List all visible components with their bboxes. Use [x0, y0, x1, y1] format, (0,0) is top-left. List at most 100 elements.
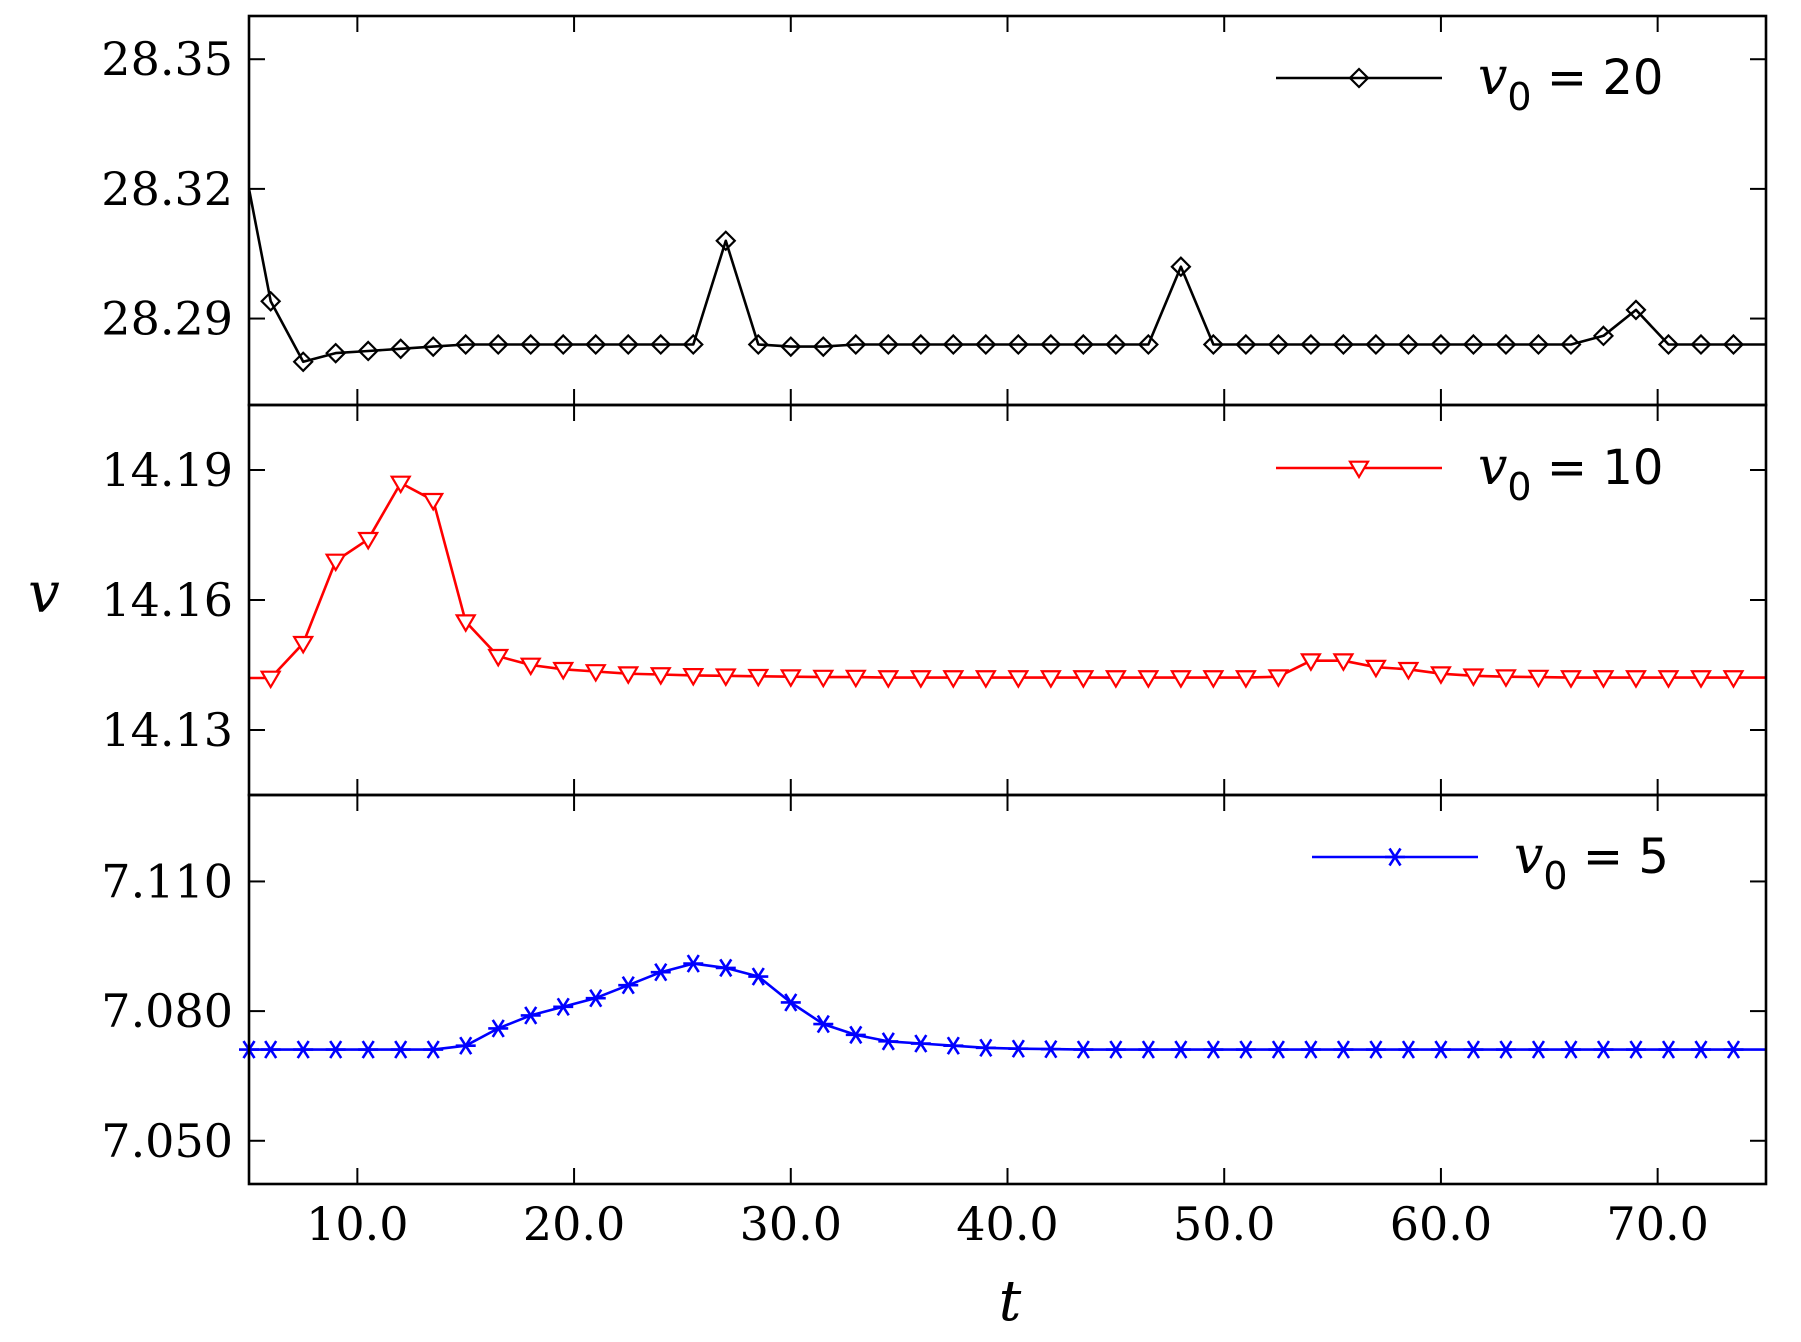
- series-1-point: [1365, 333, 1387, 356]
- series-1-point: [1072, 333, 1094, 356]
- x-tick-label: 10.0: [306, 1197, 408, 1251]
- panel-2-ytick-label: 14.13: [101, 703, 233, 757]
- series-3-point: [1658, 1040, 1679, 1059]
- series-2-point: [519, 657, 542, 677]
- series-1-line: [249, 188, 1766, 364]
- series-3-point: [1690, 1040, 1711, 1059]
- series-3-point: [683, 954, 704, 973]
- series-3-point: [293, 1040, 314, 1059]
- series-1-point: [845, 333, 867, 356]
- series-2-point: [1527, 669, 1550, 689]
- series-2-point: [1495, 669, 1517, 688]
- series-2-point: [1137, 670, 1160, 689]
- panel-3-ytick-label: 7.050: [101, 1114, 233, 1168]
- series-2-point: [1104, 670, 1127, 689]
- series-1-point: [390, 338, 412, 360]
- series-2-point: [1397, 661, 1420, 681]
- series-3-point: [1170, 1040, 1191, 1059]
- legend-subscript: 0: [1507, 75, 1531, 119]
- series-2-point: [1299, 653, 1322, 672]
- series-3-point: [1105, 1040, 1126, 1059]
- panel-3: 7.050 7.080 7.110 v0 = 5: [101, 793, 1768, 1186]
- series-2-point: [1267, 669, 1290, 688]
- x-tick-label: 20.0: [523, 1197, 625, 1251]
- series-3: [249, 962, 1766, 1051]
- series-3-point: [1463, 1040, 1484, 1059]
- series-3-point: [1723, 1040, 1744, 1059]
- legend-2: v0 = 10: [1276, 437, 1663, 509]
- series-2-point: [422, 492, 445, 512]
- series-1-point: [1007, 333, 1029, 356]
- series-2-point: [1332, 653, 1355, 672]
- series-1-point: [487, 333, 509, 356]
- series-2-point: [259, 670, 282, 690]
- series-2-point: [584, 664, 607, 683]
- series-2-point: [487, 648, 510, 668]
- legend-2-marker: [1348, 460, 1370, 480]
- legend-symbol: v: [1478, 437, 1507, 497]
- series-3-point: [748, 967, 769, 986]
- series-3-point: [1365, 1040, 1386, 1059]
- legend-subscript: 0: [1543, 854, 1567, 898]
- series-3-point: [813, 1014, 834, 1034]
- series-3-point: [1138, 1040, 1159, 1059]
- series-3-point: [1398, 1040, 1419, 1059]
- series-3-point: [423, 1040, 444, 1059]
- series-1-markers: [260, 230, 1745, 373]
- x-tick-label: 40.0: [956, 1197, 1058, 1251]
- series-3-point: [878, 1032, 899, 1051]
- series-3-point: [1495, 1040, 1516, 1059]
- panel-1: 28.29 28.32 28.35 v0 = 20: [101, 14, 1768, 407]
- series-2-point: [812, 669, 835, 689]
- series-3-point: [1333, 1040, 1354, 1059]
- series-1-point: [585, 333, 607, 356]
- panel-3-ytick-label: 7.080: [101, 984, 233, 1038]
- series-2-point: [552, 661, 575, 681]
- series-3-point: [1593, 1040, 1614, 1059]
- series-1-point: [1105, 333, 1127, 356]
- series-2-point: [974, 670, 997, 689]
- series-2-point: [1722, 670, 1745, 689]
- series-2-point: [324, 553, 347, 573]
- legend-3-marker: [1385, 847, 1405, 867]
- x-axis-label: t: [999, 1269, 1022, 1334]
- series-3-point: [943, 1036, 964, 1055]
- panel-2: 14.13 14.16 14.19 v0 = 10: [101, 403, 1768, 797]
- legend-value: = 20: [1532, 50, 1664, 106]
- series-1-point: [260, 290, 282, 312]
- series-3-point: [1625, 1040, 1646, 1059]
- series-2-point: [617, 666, 640, 685]
- series-1-point: [682, 333, 704, 356]
- panel-2-ytick-label: 14.19: [101, 443, 233, 497]
- series-2-point: [1657, 670, 1680, 689]
- series-1-point: [1235, 333, 1257, 356]
- legend-symbol: v: [1478, 47, 1507, 107]
- series-3-line: [249, 962, 1766, 1051]
- series-1-point: [1300, 333, 1322, 356]
- series-2-point: [1202, 670, 1225, 689]
- series-2-point: [877, 670, 900, 689]
- panel-3-ytick-label: 7.110: [101, 854, 233, 908]
- series-1-point: [1267, 333, 1289, 356]
- series-1-point: [942, 333, 964, 356]
- series-1-point: [1040, 333, 1062, 356]
- series-1-point: [1527, 333, 1550, 356]
- series-3-point: [1268, 1040, 1289, 1059]
- series-1-point: [650, 333, 672, 356]
- series-3-point: [780, 993, 801, 1012]
- series-1-point: [1170, 256, 1192, 278]
- series-3-point: [910, 1034, 931, 1053]
- series-3-point: [1560, 1040, 1581, 1059]
- series-1-point: [1560, 333, 1582, 356]
- series-1-point: [1430, 333, 1452, 356]
- legend-3: v0 = 5: [1312, 826, 1669, 898]
- series-1-point: [1592, 325, 1615, 347]
- series-1-point: [552, 333, 574, 356]
- series-1-point: [1202, 333, 1224, 356]
- series-2-point: [1625, 670, 1647, 689]
- legend-1: v0 = 20: [1276, 47, 1663, 119]
- series-1-point: [1332, 333, 1354, 356]
- series-3-point: [520, 1006, 541, 1025]
- legend-2-label: v0 = 10: [1478, 437, 1663, 509]
